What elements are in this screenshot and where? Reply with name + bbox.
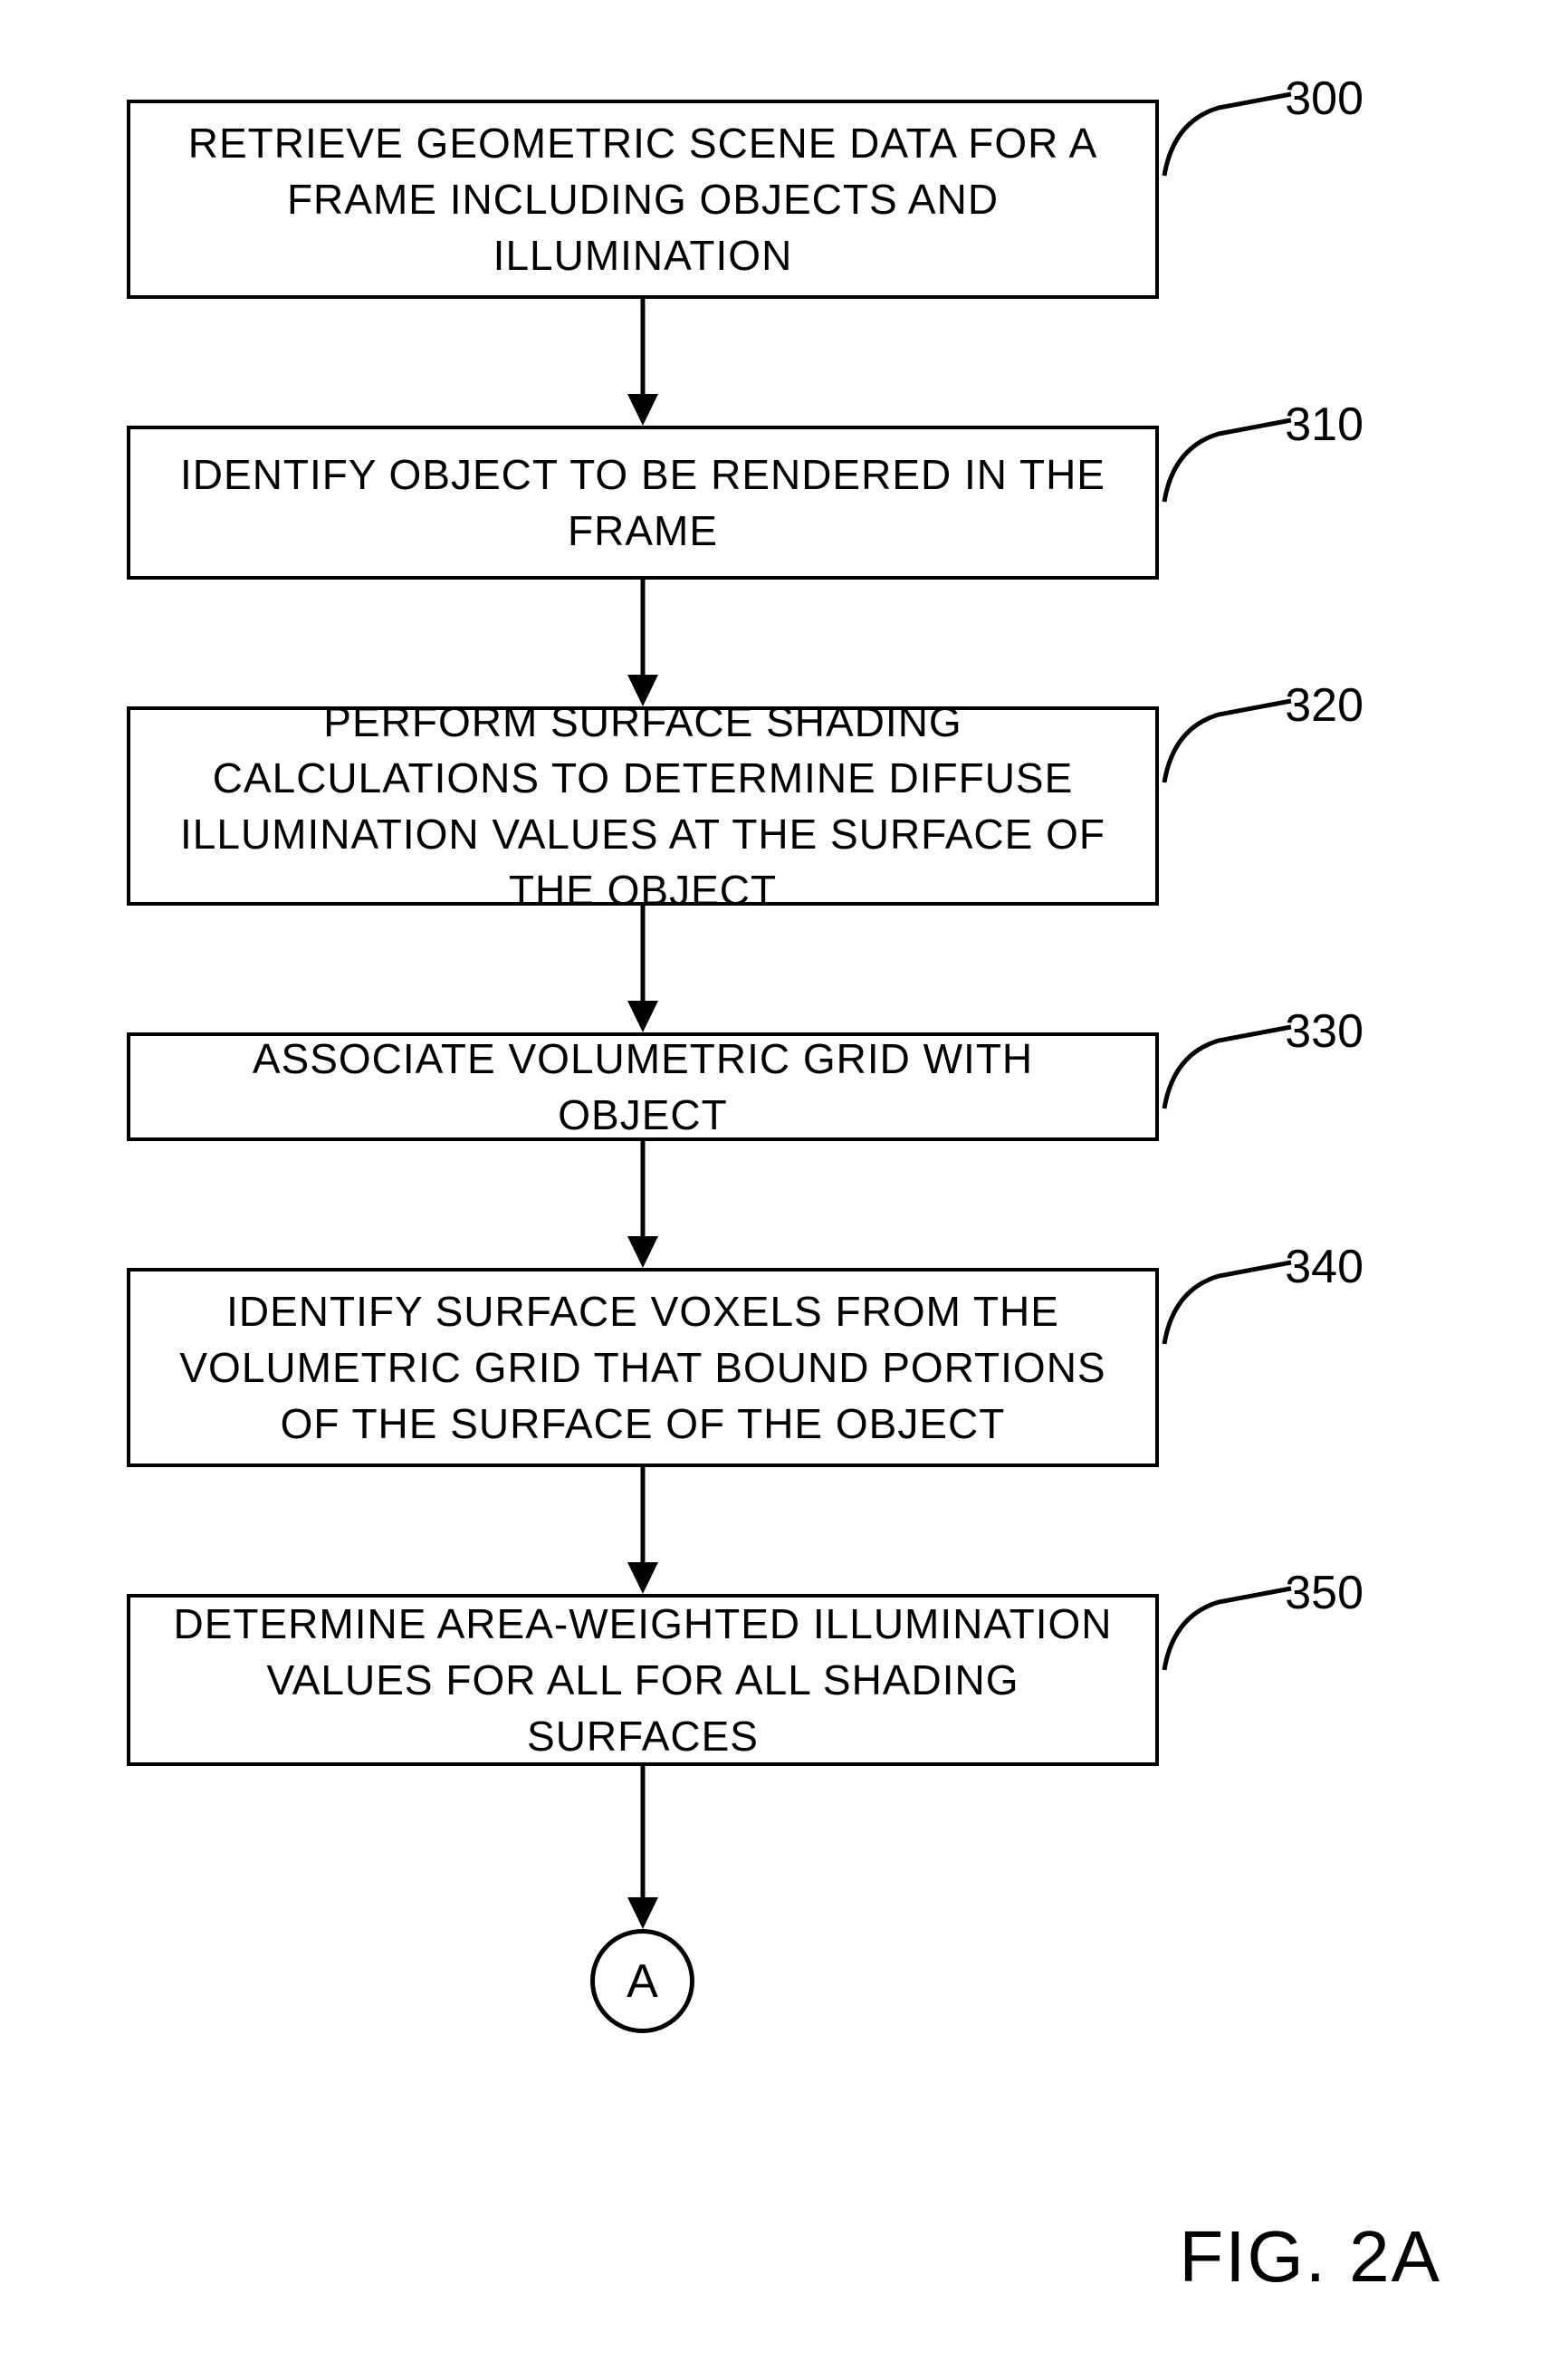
step-box-350: 350 DETERMINE AREA-WEIGHTED ILLUMINATION… (127, 1594, 1159, 1766)
step-text: PERFORM SURFACE SHADING CALCULATIONS TO … (167, 694, 1119, 918)
step-text: DETERMINE AREA-WEIGHTED ILLUMINATION VAL… (167, 1596, 1119, 1764)
arrow-connector (127, 299, 1159, 426)
ref-label: 320 (1285, 678, 1363, 733)
ref-label: 300 (1285, 72, 1363, 126)
connector-label: A (627, 1954, 658, 2009)
arrow-connector (127, 580, 1159, 706)
arrow-down-icon (620, 1467, 665, 1594)
ref-curve-icon (1160, 411, 1296, 511)
step-box-300: 300 RETRIEVE GEOMETRIC SCENE DATA FOR A … (127, 100, 1159, 299)
ref-curve-icon (1160, 85, 1296, 185)
arrow-connector (127, 906, 1159, 1032)
arrow-down-icon (620, 580, 665, 706)
flowchart-container: 300 RETRIEVE GEOMETRIC SCENE DATA FOR A … (127, 100, 1394, 2033)
ref-label: 340 (1285, 1240, 1363, 1294)
ref-curve-icon (1160, 1253, 1296, 1353)
step-text: RETRIEVE GEOMETRIC SCENE DATA FOR A FRAM… (167, 115, 1119, 283)
arrow-connector (127, 1766, 1159, 1929)
arrow-connector (127, 1141, 1159, 1268)
ref-curve-icon (1160, 692, 1296, 792)
ref-curve-icon (1160, 1018, 1296, 1118)
ref-label: 330 (1285, 1004, 1363, 1059)
arrow-down-icon (620, 1766, 665, 1929)
step-box-340: 340 IDENTIFY SURFACE VOXELS FROM THE VOL… (127, 1268, 1159, 1467)
step-text: IDENTIFY OBJECT TO BE RENDERED IN THE FR… (167, 446, 1119, 559)
step-box-310: 310 IDENTIFY OBJECT TO BE RENDERED IN TH… (127, 426, 1159, 580)
connector-circle: A (590, 1929, 694, 2033)
arrow-connector (127, 1467, 1159, 1594)
arrow-down-icon (620, 1141, 665, 1268)
figure-label: FIG. 2A (1179, 2215, 1441, 2298)
step-box-330: 330 ASSOCIATE VOLUMETRIC GRID WITH OBJEC… (127, 1032, 1159, 1141)
arrow-down-icon (620, 299, 665, 426)
ref-curve-icon (1160, 1579, 1296, 1679)
arrow-down-icon (620, 906, 665, 1032)
ref-label: 350 (1285, 1566, 1363, 1620)
step-text: ASSOCIATE VOLUMETRIC GRID WITH OBJECT (167, 1031, 1119, 1143)
ref-label: 310 (1285, 398, 1363, 452)
step-box-320: 320 PERFORM SURFACE SHADING CALCULATIONS… (127, 706, 1159, 906)
step-text: IDENTIFY SURFACE VOXELS FROM THE VOLUMET… (167, 1283, 1119, 1452)
